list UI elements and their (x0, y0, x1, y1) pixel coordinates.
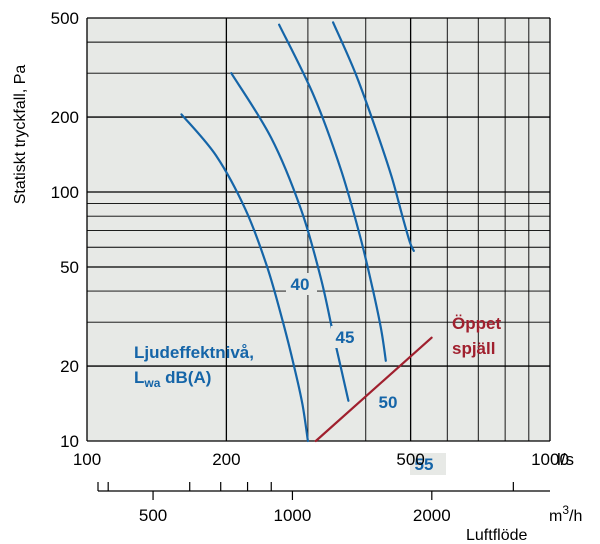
secondary-x-tick-label: 2000 (413, 506, 451, 525)
unit-per-h: /h (569, 508, 582, 525)
legend-title-line2: Lwa dB(A) (134, 368, 211, 390)
x-axis-unit: l/s (557, 450, 574, 469)
secondary-x-tick-label: 500 (139, 506, 167, 525)
curve-label-bg (331, 326, 354, 348)
series-line-3 (278, 23, 387, 362)
y-axis: 10 20 50 100 200 500 (51, 9, 79, 451)
y-tick-label: 100 (51, 183, 79, 202)
secondary-x-tick-label: 1000 (274, 506, 312, 525)
series-line-1 (180, 113, 309, 443)
curve-label-40: 40 (291, 275, 310, 294)
y-tick-label: 500 (51, 9, 79, 28)
y-tick-label: 10 (60, 432, 79, 451)
series-line-5 (314, 336, 433, 443)
secondary-x-axis-unit: m3/h (549, 503, 582, 525)
x-tick-label: 200 (212, 450, 240, 469)
legend-sub: wa (143, 376, 160, 390)
curves: 40 45 50 55 (180, 21, 446, 475)
x-axis: 100 200 500 1000 (73, 450, 569, 469)
curve-label-bg (286, 273, 317, 295)
curve-label-45: 45 (336, 328, 355, 347)
y-tick-label: 200 (51, 108, 79, 127)
x-tick-label: 100 (73, 450, 101, 469)
y-tick-label: 20 (60, 357, 79, 376)
legend-title-line1: Ljudeffektnivå, (134, 343, 254, 362)
curve-label-50: 50 (379, 393, 398, 412)
legend-l: L (134, 368, 144, 387)
curve-label-55: 55 (415, 455, 434, 474)
x-tick-label: 500 (396, 450, 424, 469)
series-line-4 (332, 21, 415, 252)
plot-area (87, 18, 550, 441)
unit-sup: 3 (562, 503, 569, 517)
open-damper-label-line1: Öppet (452, 314, 501, 333)
y-tick-label: 50 (60, 258, 79, 277)
curve-label-bg (374, 391, 405, 413)
open-damper-label-line2: spjäll (452, 339, 495, 358)
secondary-x-axis: 500 1000 2000 (97, 482, 550, 525)
y-axis-title: Statiskt tryckfall, Pa (12, 65, 29, 205)
x-tick-label: 1000 (531, 450, 569, 469)
curve-label-bg (410, 453, 446, 475)
unit-m: m (549, 508, 562, 525)
series-line-2 (230, 72, 350, 402)
secondary-x-axis-title: Luftflöde (466, 527, 527, 544)
legend-rest: dB(A) (160, 368, 211, 387)
